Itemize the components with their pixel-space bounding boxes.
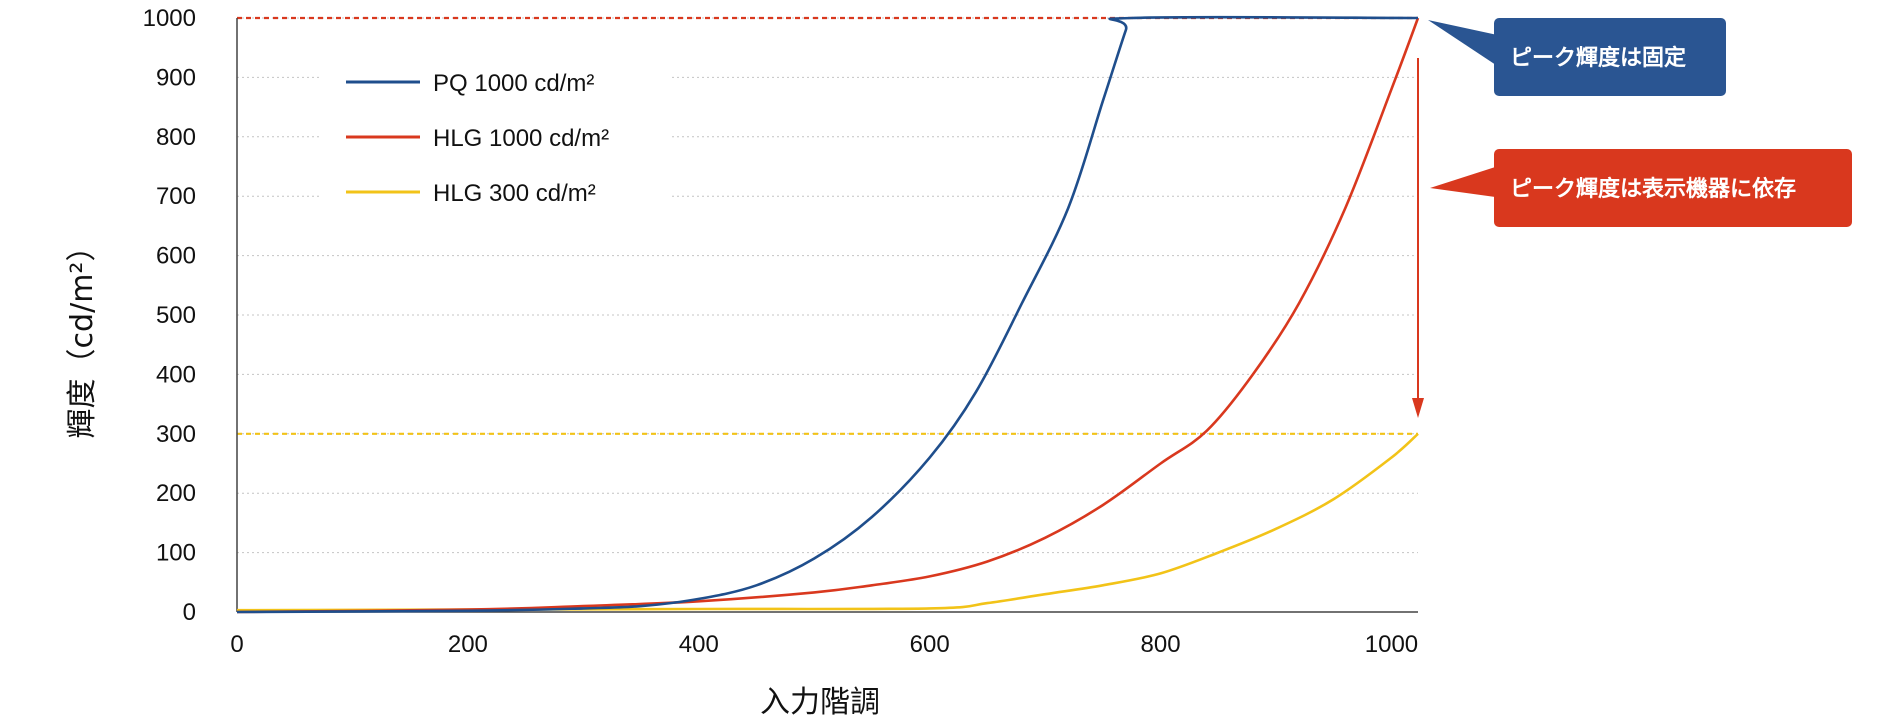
y-tick-1000: 1000	[143, 5, 196, 32]
series-lines	[236, 15, 1420, 614]
callout-text-0: ピーク輝度は固定	[1510, 45, 1686, 71]
legend-label-1: HLG 1000 cd/m²	[433, 125, 609, 152]
series-line-1	[236, 17, 1420, 614]
callout-box-1	[1494, 149, 1852, 227]
y-tick-800: 800	[156, 124, 196, 151]
y-tick-0: 0	[183, 599, 196, 626]
legend: PQ 1000 cd/m² HLG 1000 cd/m² HLG 300 cd/m²	[322, 58, 672, 224]
x-tick-400: 400	[679, 631, 719, 658]
callout-pointer-1	[1430, 166, 1498, 198]
peak-range-arrow	[1412, 58, 1424, 418]
legend-label-2: HLG 300 cd/m²	[433, 180, 596, 207]
series-line-0	[236, 15, 1419, 614]
callout-text-1: ピーク輝度は表示機器に依存	[1510, 176, 1796, 202]
x-tick-800: 800	[1141, 631, 1181, 658]
y-tick-600: 600	[156, 243, 196, 270]
y-axis-title: 輝度（cd/m²）	[65, 232, 100, 439]
y-tick-400: 400	[156, 361, 196, 388]
legend-label-0: PQ 1000 cd/m²	[433, 70, 594, 97]
x-tick-200: 200	[448, 631, 488, 658]
y-tick-500: 500	[156, 302, 196, 329]
x-tick-0: 0	[230, 631, 243, 658]
x-axis-title: 入力階調	[760, 685, 880, 720]
legend-background	[322, 58, 672, 224]
callout-pointer-0	[1428, 20, 1498, 67]
y-tick-300: 300	[156, 421, 196, 448]
y-tick-900: 900	[156, 64, 196, 91]
y-tick-labels: 0 100 200 300 400 500 600 700 800 900 1000	[143, 5, 196, 626]
callout-box-0	[1494, 18, 1726, 96]
series-line-2	[236, 432, 1419, 612]
x-tick-1000: 1000	[1365, 631, 1418, 658]
y-tick-100: 100	[156, 540, 196, 567]
y-tick-200: 200	[156, 480, 196, 507]
x-tick-labels: 0 200 400 600 800 1000	[230, 631, 1418, 658]
arrow-head	[1412, 398, 1424, 418]
x-tick-600: 600	[910, 631, 950, 658]
y-tick-700: 700	[156, 183, 196, 210]
callout-1: ピーク輝度は表示機器に依存	[1430, 149, 1852, 227]
callout-0: ピーク輝度は固定	[1428, 18, 1726, 96]
